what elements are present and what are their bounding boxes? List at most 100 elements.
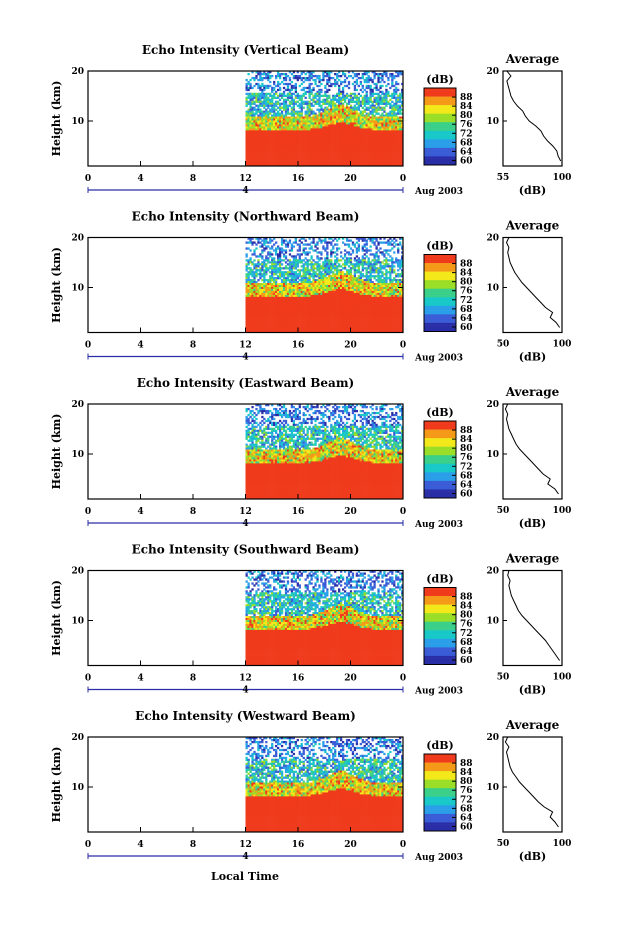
heatmap-cell (326, 261, 329, 264)
heatmap-cell (316, 90, 319, 94)
heatmap-cell (259, 110, 262, 113)
heatmap-cell (387, 164, 390, 167)
heatmap-cell (267, 156, 270, 159)
heatmap-cell (290, 275, 294, 278)
heatmap-cell (269, 279, 272, 282)
heatmap-cell (298, 253, 301, 256)
heatmap-cell (369, 286, 372, 290)
heatmap-cell (265, 134, 268, 137)
heatmap-cell (383, 292, 386, 296)
heatmap-cell (373, 144, 376, 147)
heatmap-cell (332, 100, 335, 103)
heatmap-cell (269, 124, 272, 127)
heatmap-cell (265, 245, 268, 248)
heatmap-cell (247, 136, 250, 139)
heatmap-cell (302, 294, 305, 298)
heatmap-cell (302, 122, 305, 125)
heatmap-cell (292, 108, 296, 111)
heatmap-cell (393, 290, 396, 294)
heatmap-cell (341, 296, 345, 300)
heatmap-cell (393, 120, 396, 123)
heatmap-cell (271, 146, 274, 149)
heatmap-cell (351, 243, 355, 246)
heatmap-cell (310, 283, 313, 286)
heatmap-cell (267, 162, 270, 165)
heatmap-cell (336, 285, 339, 288)
heatmap-cell (395, 102, 398, 105)
heatmap-cell (263, 142, 266, 145)
heatmap-cell (257, 261, 260, 264)
heatmap-cell (365, 296, 368, 300)
heatmap-cell (377, 120, 380, 123)
heatmap-cell (290, 154, 294, 157)
heatmap-cell (391, 263, 394, 266)
heatmap-cell (341, 94, 345, 98)
heatmap-cell (290, 267, 294, 270)
heatmap-cell (265, 279, 268, 282)
heatmap-cell (280, 128, 284, 131)
heatmap-cell (391, 104, 394, 107)
heatmap-cell (373, 237, 376, 240)
heatmap-cell (312, 152, 315, 155)
heatmap-cell (395, 80, 398, 84)
heatmap-cell (261, 96, 264, 100)
heatmap-cell (286, 118, 290, 121)
heatmap-cell (275, 128, 278, 131)
heatmap-cell (314, 156, 317, 159)
heatmap-cell (338, 150, 341, 153)
heatmap-cell (267, 290, 270, 294)
heatmap-cell (324, 142, 327, 145)
heatmap-cell (324, 241, 327, 244)
heatmap-cell (263, 122, 266, 125)
heatmap-cell (251, 271, 254, 274)
heatmap-cell (288, 160, 292, 163)
heatmap-cell (304, 140, 307, 143)
heatmap-cell (367, 265, 370, 268)
heatmap-cell (397, 82, 400, 86)
heatmap-cell (371, 265, 374, 268)
heatmap-cell (310, 122, 313, 125)
heatmap-cell (300, 112, 303, 115)
heatmap-cell (247, 290, 250, 294)
heatmap-cell (257, 146, 260, 149)
heatmap-cell (395, 164, 398, 167)
heatmap-cell (253, 253, 256, 256)
heatmap-cell (326, 144, 329, 147)
heatmap-cell (322, 285, 325, 288)
heatmap-cell (300, 152, 303, 155)
heatmap-cell (326, 98, 329, 101)
heatmap-cell (263, 92, 266, 96)
heatmap-cell (375, 128, 378, 131)
heatmap-cell (353, 84, 357, 88)
heatmap-cell (330, 243, 333, 246)
heatmap-cell (265, 140, 268, 143)
heatmap-cell (280, 96, 284, 100)
heatmap-cell (389, 241, 392, 244)
heatmap-cell (273, 285, 276, 288)
heatmap-cell (294, 154, 297, 157)
heatmap-cell (275, 160, 278, 163)
heatmap-cell (308, 126, 311, 129)
heatmap-cell (377, 285, 380, 288)
heatmap-cell (381, 106, 384, 109)
heatmap-cell (296, 275, 299, 278)
heatmap-cell (345, 106, 349, 109)
heatmap-cell (261, 158, 264, 161)
heatmap-cell (294, 96, 297, 100)
heatmap-cell (389, 128, 392, 131)
heatmap-cell (363, 96, 366, 100)
heatmap-cell (391, 100, 394, 103)
heatmap-cell (292, 265, 296, 268)
heatmap-cell (381, 286, 384, 290)
heatmap-cell (379, 164, 382, 167)
heatmap-cell (355, 72, 359, 76)
heatmap-cell (389, 267, 392, 270)
colorbar-segment (424, 98, 456, 102)
heatmap-cell (369, 294, 372, 298)
heatmap-cell (328, 286, 331, 290)
heatmap-cell (373, 118, 376, 121)
heatmap-cell (361, 259, 364, 262)
heatmap-cell (363, 296, 366, 300)
heatmap-cell (322, 290, 325, 294)
heatmap-cell (385, 146, 388, 149)
